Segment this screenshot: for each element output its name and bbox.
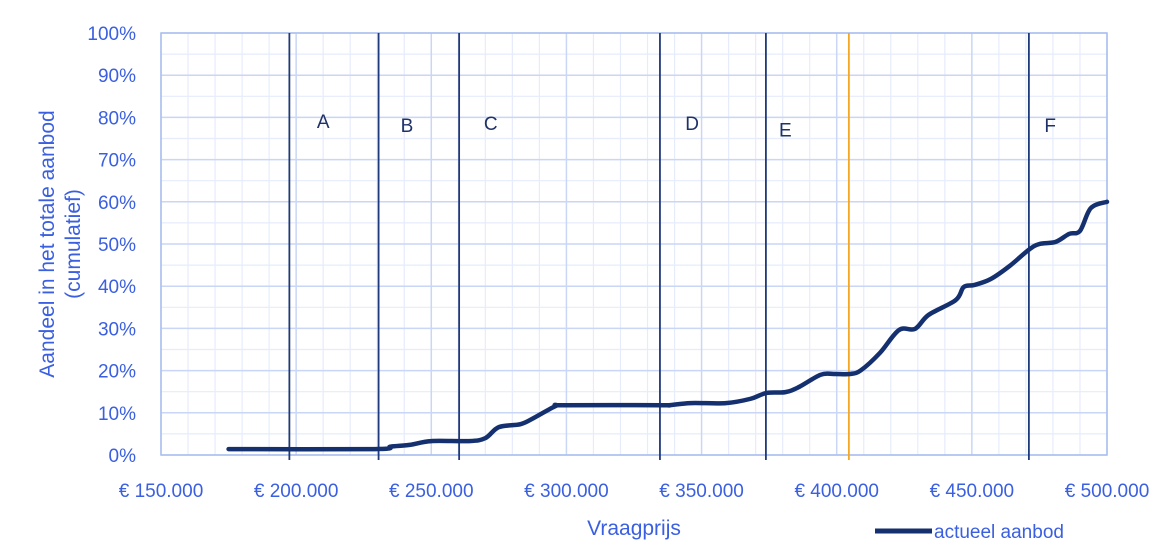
y-tick-label: 90% <box>98 66 136 87</box>
x-tick-label: € 400.000 <box>794 481 879 502</box>
x-tick-label: € 200.000 <box>254 481 339 502</box>
zone-labels: A B C D E F <box>317 112 1056 141</box>
legend: actueel aanbod <box>875 522 1064 543</box>
y-tick-label: 10% <box>98 404 136 425</box>
x-tick-label: € 150.000 <box>119 481 204 502</box>
y-tick-label: 30% <box>98 319 136 340</box>
zone-boundary-lines <box>288 33 1030 460</box>
legend-label: actueel aanbod <box>934 522 1064 543</box>
x-tick-label: € 500.000 <box>1065 481 1150 502</box>
x-tick-label: € 300.000 <box>524 481 609 502</box>
zone-label-b: B <box>401 116 414 137</box>
y-tick-label: 40% <box>98 277 136 298</box>
zone-label-a: A <box>317 112 330 133</box>
x-axis-title: Vraagprijs <box>587 517 681 540</box>
y-tick-label: 70% <box>98 151 136 172</box>
y-axis-ticks: 0% 10% 20% 30% 40% 50% 60% 70% 80% 90% 100% <box>87 24 136 467</box>
zone-label-f: F <box>1044 116 1056 137</box>
y-axis-title: Aandeel in het totale aanbod (cumulatief… <box>36 110 85 377</box>
x-axis-ticks: € 150.000 € 200.000 € 250.000 € 300.000 € 35… <box>119 481 1150 502</box>
plot-area <box>160 32 1108 456</box>
y-tick-label: 20% <box>98 362 136 383</box>
y-tick-label: 100% <box>87 24 136 45</box>
zone-label-d: D <box>685 114 699 135</box>
x-tick-label: € 450.000 <box>930 481 1015 502</box>
y-tick-label: 80% <box>98 108 136 129</box>
zone-label-c: C <box>484 114 498 135</box>
y-axis-title-line2: (cumulatief) <box>62 189 85 299</box>
x-tick-label: € 250.000 <box>389 481 474 502</box>
y-tick-label: 50% <box>98 235 136 256</box>
series-line-actueel-aanbod <box>226 199 1110 452</box>
y-tick-label: 0% <box>109 446 137 467</box>
x-tick-label: € 350.000 <box>659 481 744 502</box>
y-tick-label: 60% <box>98 193 136 214</box>
zone-label-e: E <box>779 120 792 141</box>
y-axis-title-line1: Aandeel in het totale aanbod <box>36 110 59 377</box>
